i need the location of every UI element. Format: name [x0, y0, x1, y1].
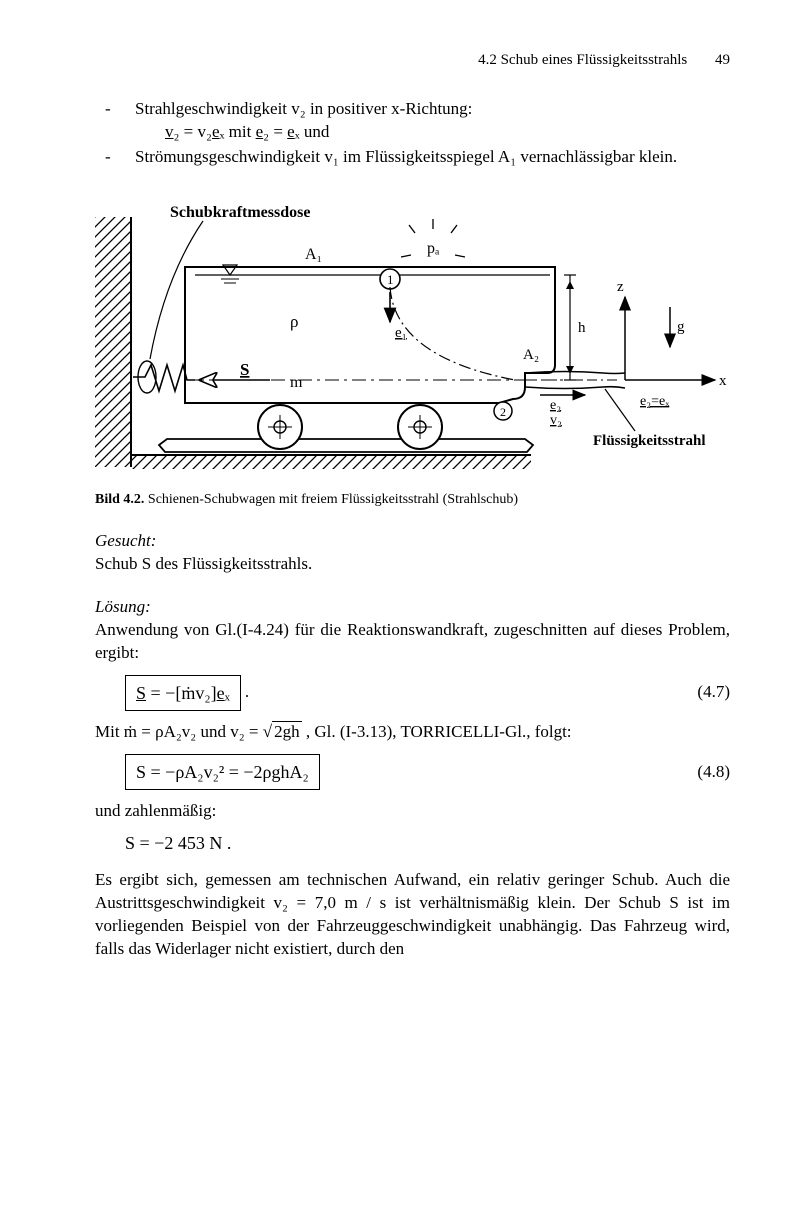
- label-m: m: [290, 374, 303, 391]
- label-e2: e₂: [550, 398, 561, 413]
- node-2: 2: [500, 405, 506, 419]
- eq-number-4-8: (4.8): [697, 761, 730, 784]
- zahl-text: und zahlenmäßig:: [95, 800, 730, 823]
- equation-4-7: S = −[ṁv₂]eₓ . (4.7): [125, 675, 730, 711]
- section-title: 4.2 Schub eines Flüssigkeitsstrahls: [478, 52, 687, 68]
- node-1: 1: [387, 272, 394, 287]
- numeric-result: S = −2 453 N .: [125, 831, 730, 855]
- wheel-1: [258, 405, 302, 449]
- axis-z: z: [617, 279, 624, 295]
- label-h: h: [578, 320, 586, 336]
- figure-4-2: A₁ pₐ 1 e₁ ρ m S Schubkraftmessdose: [95, 187, 730, 510]
- diagram-svg: A₁ pₐ 1 e₁ ρ m S Schubkraftmessdose: [95, 187, 735, 487]
- wheel-2: [398, 405, 442, 449]
- label-v2: v₂: [550, 413, 562, 428]
- page-number: 49: [715, 52, 730, 68]
- discussion-paragraph: Es ergibt sich, gemessen am technischen …: [95, 869, 730, 961]
- bullet-dash: -: [105, 98, 135, 144]
- bullet-1: Strahlgeschwindigkeit v₂ in positiver x-…: [135, 98, 730, 144]
- label-s: S: [240, 360, 249, 379]
- bullet-2: Strömungsgeschwindigkeit v₁ im Flüssigke…: [135, 146, 730, 169]
- label-e2ex: e₂=eₓ: [640, 394, 670, 409]
- axis-x: x: [719, 373, 727, 389]
- gesucht-text: Schub S des Flüssigkeitsstrahls.: [95, 553, 730, 576]
- label-a1: A₁: [305, 246, 322, 263]
- loesung-heading: Lösung:: [95, 596, 730, 619]
- figure-caption: Bild 4.2. Schienen-Schubwagen mit freiem…: [95, 491, 730, 510]
- eq-number-4-7: (4.7): [697, 681, 730, 704]
- label-schubkraft: Schubkraftmessdose: [170, 204, 310, 221]
- label-pa: pₐ: [427, 240, 440, 257]
- label-strahl: Flüssigkeitsstrahl: [593, 433, 706, 449]
- equation-4-8: S = −ρA₂v₂² = −2ρghA₂ (4.8): [125, 754, 730, 790]
- label-a2: A₂: [523, 347, 539, 363]
- label-rho: ρ: [290, 312, 298, 331]
- label-e1: e₁: [395, 325, 407, 341]
- gesucht-heading: Gesucht:: [95, 530, 730, 553]
- loesung-text: Anwendung von Gl.(I-4.24) für die Reakti…: [95, 619, 730, 665]
- assumptions-list: - Strahlgeschwindigkeit v₂ in positiver …: [105, 98, 730, 169]
- page-header: 4.2 Schub eines Flüssigkeitsstrahls 49: [95, 50, 730, 70]
- substitution-line: Mit ṁ = ρA₂v₂ und v₂ = 2gh , Gl. (I-3.13…: [95, 721, 730, 744]
- label-pa-group: pₐ: [401, 219, 465, 257]
- bullet-dash: -: [105, 146, 135, 169]
- label-g: g: [677, 319, 685, 335]
